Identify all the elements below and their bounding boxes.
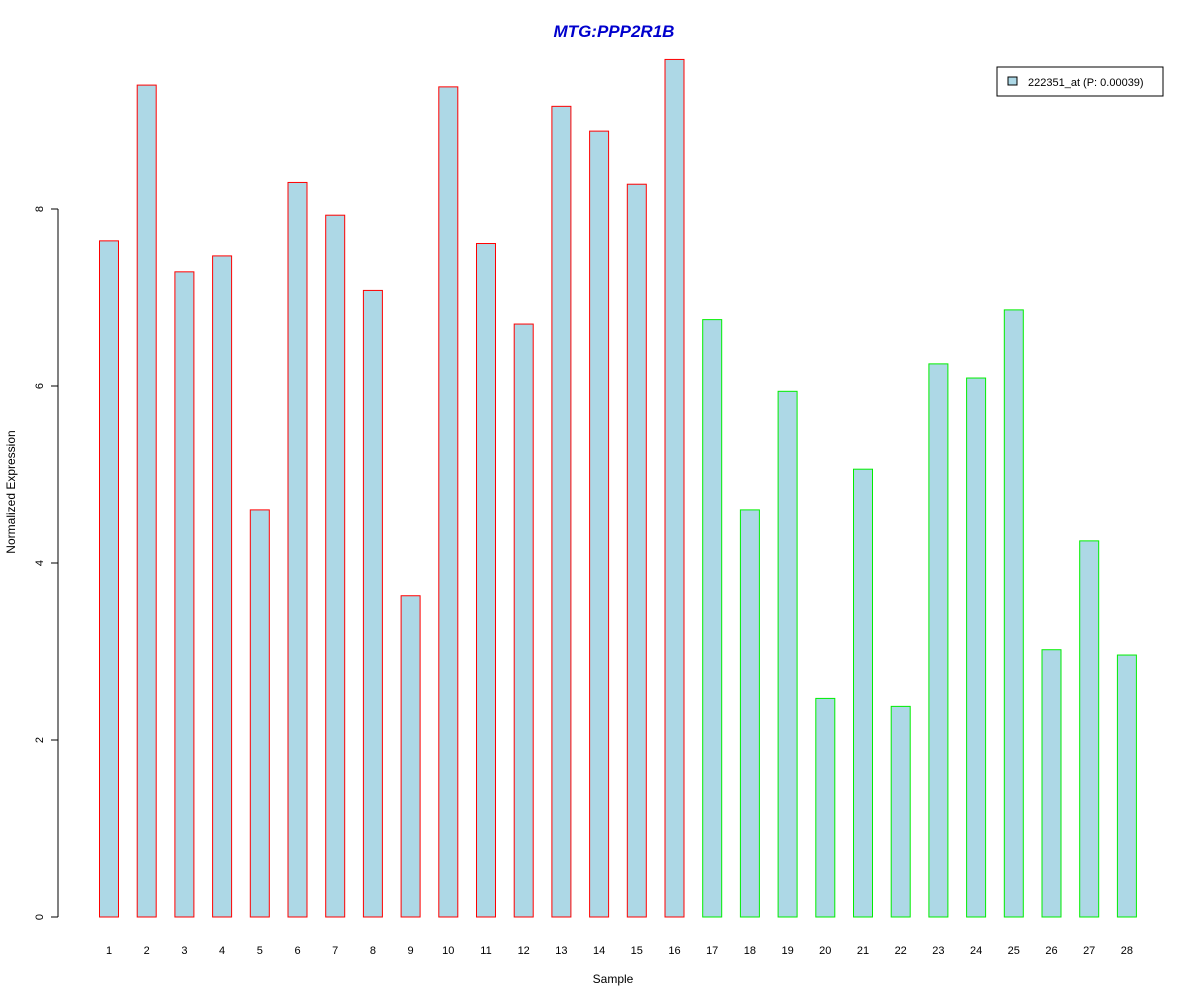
bar-sample-13 [551, 105, 572, 918]
bar-sample-23 [928, 363, 949, 918]
bar-sample-21 [853, 468, 873, 918]
x-tick-label: 1 [106, 945, 112, 957]
bar-sample-12 [513, 323, 534, 918]
x-tick-label: 20 [819, 945, 831, 957]
y-tick-label: 6 [34, 383, 46, 389]
bar-sample-9 [400, 595, 421, 918]
chart-title: MTG:PPP2R1B [554, 22, 675, 41]
y-tick-label: 8 [34, 206, 46, 212]
x-tick-label: 4 [219, 945, 225, 957]
bar-sample-19 [777, 390, 798, 918]
x-tick-labels: 1 2 3 4 5 6 7 8 9 10 11 12 13 14 15 16 17 18 19 20 21 22 23 24 2… [106, 945, 1133, 957]
bar-sample-15 [626, 183, 647, 918]
x-tick-label: 15 [631, 945, 643, 957]
x-tick-label: 22 [895, 945, 907, 957]
bar-sample-6 [287, 181, 308, 918]
y-tick-label: 0 [34, 914, 46, 920]
bar-sample-17 [702, 319, 723, 918]
bar-sample-14 [589, 130, 610, 918]
x-tick-label: 24 [970, 945, 982, 957]
bar-sample-1 [99, 240, 119, 918]
bar-sample-11 [476, 243, 496, 918]
legend-label: 222351_at (P: 0.00039) [1028, 77, 1144, 89]
x-tick-label: 25 [1008, 945, 1020, 957]
x-tick-label: 19 [781, 945, 793, 957]
bar-sample-18 [739, 509, 760, 918]
x-tick-label: 27 [1083, 945, 1095, 957]
bar-sample-28 [1116, 654, 1137, 918]
x-tick-label: 26 [1045, 945, 1057, 957]
legend: 222351_at (P: 0.00039) [996, 66, 1164, 97]
y-tick-label: 2 [34, 737, 46, 743]
x-tick-label: 7 [332, 945, 338, 957]
bar-sample-2 [136, 84, 157, 918]
x-tick-label: 28 [1121, 945, 1133, 957]
x-tick-label: 5 [257, 945, 263, 957]
bar-sample-16 [664, 58, 685, 918]
bar-sample-8 [362, 289, 383, 918]
bar-sample-27 [1079, 540, 1100, 918]
x-tick-label: 12 [518, 945, 530, 957]
y-axis-title: Normalized Expression [4, 430, 18, 553]
bar-sample-4 [212, 255, 233, 918]
x-axis-title: Sample [593, 972, 634, 986]
x-tick-label: 11 [480, 945, 491, 957]
y-axis: 0 2 4 6 8 [34, 206, 59, 920]
bars-group [99, 58, 1137, 918]
x-tick-label: 9 [408, 945, 414, 957]
bar-sample-3 [174, 271, 195, 918]
x-tick-label: 2 [144, 945, 150, 957]
y-tick-label: 4 [34, 560, 46, 566]
x-tick-label: 6 [294, 945, 300, 957]
bar-sample-5 [249, 509, 270, 918]
x-tick-label: 14 [593, 945, 605, 957]
bar-sample-7 [325, 214, 346, 918]
legend-box [996, 66, 1164, 97]
bar-sample-25 [1003, 309, 1024, 918]
x-tick-label: 21 [857, 945, 869, 957]
legend-swatch [1007, 76, 1018, 86]
x-tick-label: 3 [181, 945, 187, 957]
x-tick-label: 18 [744, 945, 756, 957]
bar-sample-24 [966, 377, 987, 918]
bar-sample-26 [1041, 649, 1062, 918]
bar-sample-20 [815, 697, 836, 918]
bar-sample-22 [890, 705, 911, 918]
bar-sample-10 [438, 86, 459, 918]
x-tick-label: 16 [668, 945, 680, 957]
x-tick-label: 13 [555, 945, 567, 957]
x-tick-label: 17 [706, 945, 718, 957]
x-tick-label: 23 [932, 945, 944, 957]
x-tick-label: 8 [370, 945, 376, 957]
x-tick-label: 10 [442, 945, 454, 957]
